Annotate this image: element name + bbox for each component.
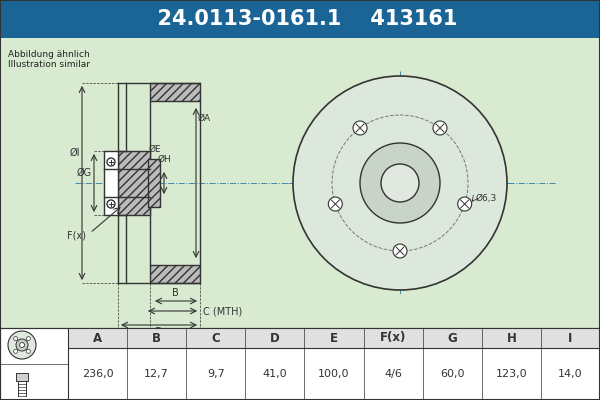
Bar [104, 151, 118, 215]
Bar [148, 159, 160, 207]
Text: Ate: Ate [379, 220, 437, 250]
Circle shape [14, 337, 17, 341]
Circle shape [107, 200, 115, 208]
Circle shape [8, 331, 36, 359]
Text: 100,0: 100,0 [318, 369, 350, 379]
Text: ØG: ØG [77, 168, 92, 178]
Text: 14,0: 14,0 [558, 369, 583, 379]
Circle shape [360, 143, 440, 223]
Bar [68, 328, 600, 348]
Bar [0, 0, 600, 38]
Circle shape [26, 349, 31, 353]
Text: 60,0: 60,0 [440, 369, 464, 379]
Text: C: C [211, 332, 220, 344]
Text: Illustration similar: Illustration similar [8, 60, 90, 69]
Circle shape [14, 349, 17, 353]
Text: D: D [155, 327, 163, 337]
Text: F(x): F(x) [67, 230, 86, 240]
Text: H: H [506, 332, 516, 344]
Text: 123,0: 123,0 [496, 369, 527, 379]
Text: A: A [93, 332, 102, 344]
Text: 236,0: 236,0 [82, 369, 113, 379]
Text: E: E [330, 332, 338, 344]
Text: B: B [152, 332, 161, 344]
Text: 24.0113-0161.1    413161: 24.0113-0161.1 413161 [143, 9, 457, 29]
Text: ®: ® [426, 235, 437, 245]
Circle shape [458, 197, 472, 211]
Circle shape [393, 244, 407, 258]
Text: ØA: ØA [198, 114, 211, 122]
Text: I: I [568, 332, 572, 344]
Text: 4/6: 4/6 [384, 369, 402, 379]
Text: B: B [172, 288, 178, 298]
Circle shape [353, 121, 367, 135]
Text: C (MTH): C (MTH) [203, 306, 242, 316]
Text: 12,7: 12,7 [144, 369, 169, 379]
Circle shape [16, 339, 28, 351]
Text: 9,7: 9,7 [207, 369, 224, 379]
Circle shape [433, 121, 447, 135]
Bar [150, 265, 200, 283]
Text: ØE: ØE [149, 145, 161, 154]
Bar [0, 38, 600, 328]
Text: D: D [270, 332, 280, 344]
Circle shape [19, 342, 25, 348]
Text: Abbildung ähnlich: Abbildung ähnlich [8, 50, 90, 59]
Circle shape [107, 158, 115, 166]
Bar [0, 328, 600, 400]
Text: ØH: ØH [157, 155, 171, 164]
Circle shape [26, 337, 31, 341]
Circle shape [328, 197, 343, 211]
Text: F(x): F(x) [380, 332, 406, 344]
Bar [16, 373, 28, 381]
Text: 41,0: 41,0 [263, 369, 287, 379]
Circle shape [381, 164, 419, 202]
Bar [118, 151, 150, 215]
Bar [150, 83, 200, 101]
Text: Ø6,3: Ø6,3 [476, 194, 497, 202]
Text: ØI: ØI [70, 148, 80, 158]
Text: G: G [448, 332, 457, 344]
Circle shape [293, 76, 507, 290]
